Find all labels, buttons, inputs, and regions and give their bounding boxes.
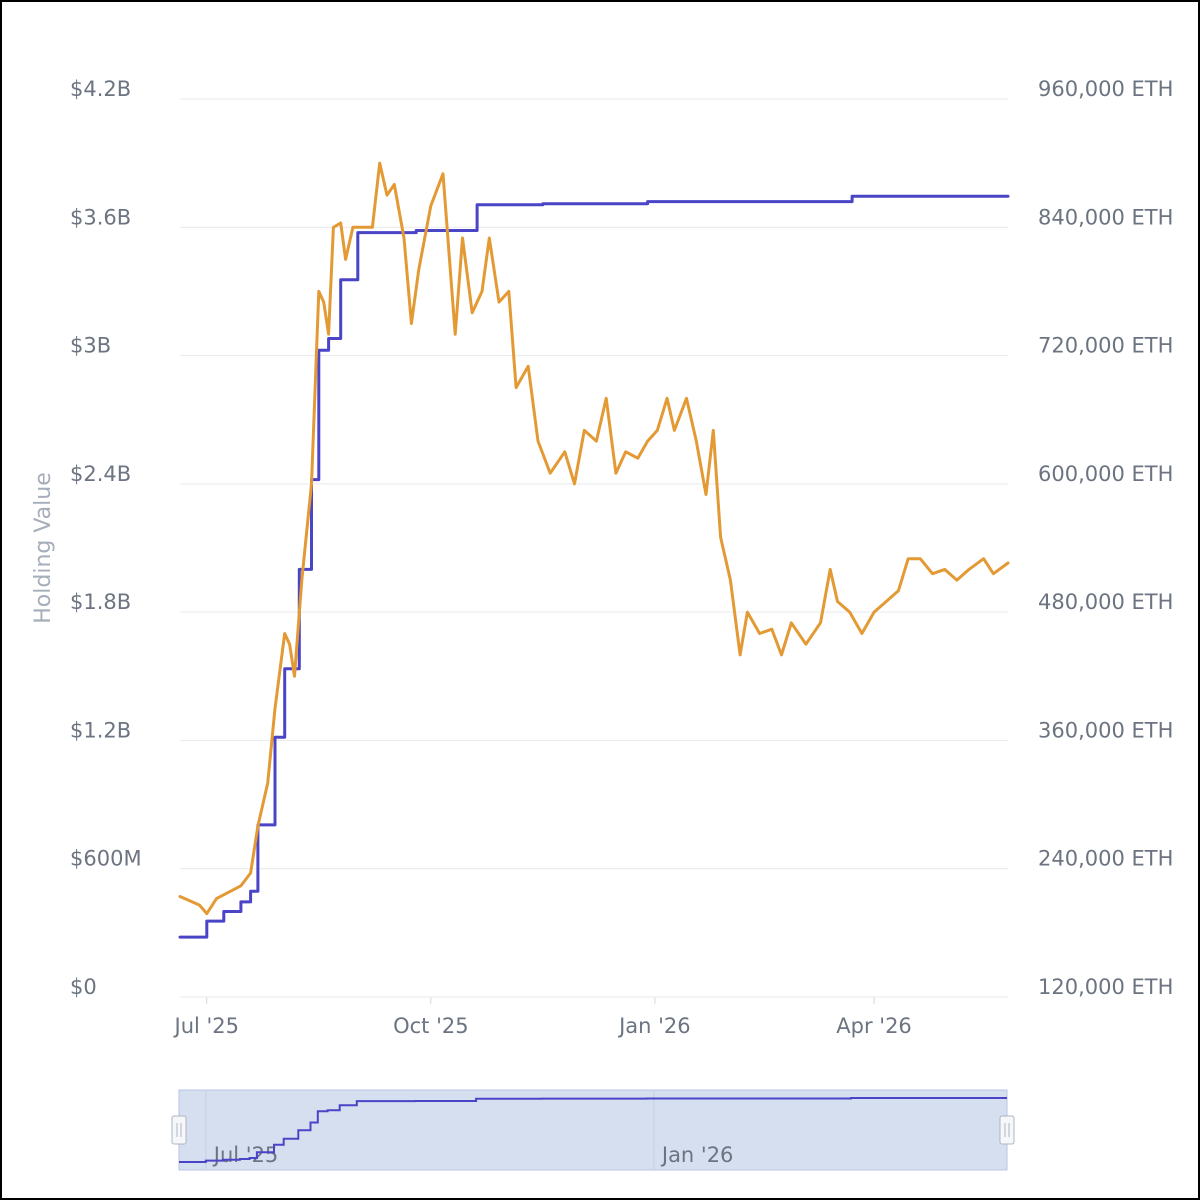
y-tick-label-left: $1.2B [70,718,131,742]
holding-value-line [178,161,1010,916]
navigator-track[interactable] [178,1089,1008,1171]
y-tick-label-right: 480,000 ETH [1038,590,1173,614]
x-axis: Jul '25 Oct '25 Jan '26 Apr '26 [173,997,912,1038]
y-tick-label-right: 600,000 ETH [1038,462,1173,486]
y-tick-label-right: 120,000 ETH [1038,975,1173,999]
x-tick-label: Oct '25 [393,1014,468,1038]
y-tick-label-left: $1.8B [70,590,131,614]
y-axis-title: Holding Value [31,472,56,624]
holdings-eth-line [178,194,1010,939]
x-tick-label: Jul '25 [173,1014,240,1038]
x-tick-label: Apr '26 [836,1014,912,1038]
range-navigator[interactable]: Jul '25 Jan '26 [171,1089,1015,1171]
navigator-ticks: Jul '25 Jan '26 [205,1090,734,1170]
y-tick-label-right: 240,000 ETH [1038,847,1173,871]
navigator-tick-label: Jul '25 [212,1143,279,1167]
navigator-handle-left[interactable] [171,1115,187,1145]
series-layer [178,161,1010,939]
y-tick-label-left: $3.6B [70,205,131,229]
y-tick-label-left: $3B [70,334,111,358]
navigator-tick-label: Jan '26 [660,1143,734,1167]
y-axis-left: $0 $600M $1.2B $1.8B $2.4B $3B $3.6B $4.2B [70,77,142,999]
y-tick-label-right: 840,000 ETH [1038,205,1173,229]
navigator-series-line [179,1097,1007,1163]
y-tick-label-left: $4.2B [70,77,131,101]
navigator-handle-right[interactable] [999,1115,1015,1145]
y-axis-right: 120,000 ETH 240,000 ETH 360,000 ETH 480,000… [1038,77,1173,999]
y-tick-label-left: $600M [70,847,142,871]
x-tick-label: Jan '26 [617,1014,691,1038]
y-tick-label-right: 960,000 ETH [1038,77,1173,101]
y-tick-label-left: $0 [70,975,97,999]
y-tick-label-left: $2.4B [70,462,131,486]
y-tick-label-right: 360,000 ETH [1038,718,1173,742]
y-tick-label-right: 720,000 ETH [1038,334,1173,358]
gridlines [180,98,1008,998]
